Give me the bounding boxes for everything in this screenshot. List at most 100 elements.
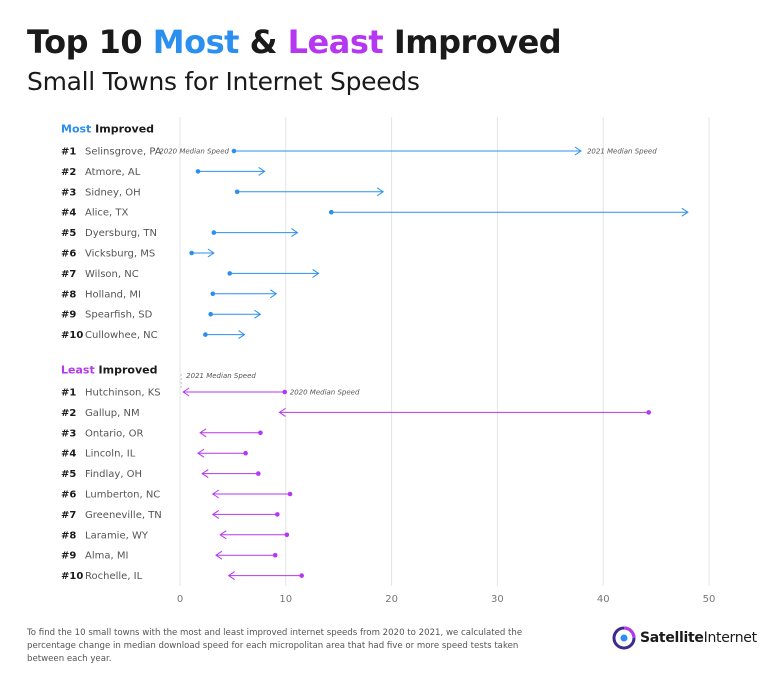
arrow-2021: [291, 228, 299, 238]
arrow-2021: [219, 530, 227, 540]
dot-2020: [208, 311, 213, 317]
arrow-2021: [312, 268, 320, 278]
page-title: Top 10 Most & Least Improved: [27, 22, 562, 62]
x-tick-label: 20: [385, 594, 398, 605]
dot-2020: [275, 512, 280, 517]
annotation-2021-label: 2021 Median Speed: [186, 372, 256, 380]
page-subtitle: Small Towns for Internet Speeds: [27, 67, 420, 96]
row-town-name: Alice, TX: [85, 208, 129, 219]
row-town-name: Alma, MI: [85, 551, 128, 562]
title-least: Least: [287, 23, 384, 61]
arrow-2021: [227, 571, 235, 581]
dot-2020: [284, 532, 290, 538]
row-rank: #2: [61, 408, 76, 419]
arrow-2021: [197, 448, 205, 458]
row-rank: #6: [61, 249, 76, 260]
arrow-2021: [258, 166, 266, 176]
dot-2020: [258, 430, 263, 436]
row-town-name: Wilson, NC: [85, 269, 139, 280]
dot-2020: [243, 450, 248, 456]
row-town-name: Rochelle, IL: [85, 571, 143, 582]
row-town-name: Cullowhee, NC: [85, 330, 158, 341]
dot-2020: [299, 573, 304, 578]
x-tick-label: 40: [597, 594, 610, 605]
arrow-2021: [215, 550, 223, 560]
row-rank: #7: [61, 510, 76, 521]
dot-2020: [231, 148, 237, 154]
arrow-2021: [199, 428, 207, 438]
annotation-2021-label: 2021 Median Speed: [587, 148, 657, 156]
x-tick-label: 30: [491, 594, 504, 605]
title-suffix: Improved: [393, 23, 562, 61]
row-rank: #3: [61, 187, 76, 198]
footnote: To find the 10 small towns with the most…: [27, 628, 523, 664]
x-tick-label: 50: [703, 594, 716, 605]
dumbbell-chart: 0 10 20 30 40 50 Most Improved #1 Selinsgrove, P…: [61, 117, 716, 605]
title-ampersand: &: [249, 23, 278, 61]
row-rank: #8: [61, 289, 76, 300]
dot-2020: [328, 209, 334, 215]
row-rank: #1: [61, 388, 76, 399]
row-town-name: Findlay, OH: [85, 469, 142, 480]
row-rank: #9: [61, 310, 76, 321]
row-town-name: Lincoln, IL: [85, 449, 136, 460]
row-town-name: Dyersburg, TN: [85, 228, 157, 239]
x-tick-label: 10: [279, 594, 292, 605]
row-town-name: Gallup, NM: [85, 408, 140, 419]
row-town-name: Lumberton, NC: [85, 490, 160, 501]
arrow-2021: [238, 330, 246, 340]
row-town-name: Laramie, WY: [85, 530, 149, 541]
dot-2020: [203, 332, 208, 337]
dot-2020: [255, 471, 261, 476]
row-rank: #4: [61, 449, 76, 460]
arrow-2021: [270, 289, 278, 299]
satellite-logo-icon: [612, 626, 636, 650]
brand-logo: SatelliteInternet: [612, 626, 757, 650]
row-rank: #1: [61, 147, 76, 158]
row-town-name: Greeneville, TN: [85, 510, 162, 521]
arrow-2021: [207, 248, 215, 258]
group-title-most: Most Improved: [61, 123, 154, 136]
annotation-2020-label: 2020 Median Speed: [290, 389, 360, 397]
arrow-2021: [201, 469, 209, 479]
annotation-2020-label: 2020 Median Speed: [159, 148, 229, 156]
dot-2020: [234, 189, 240, 195]
dot-2020: [195, 169, 201, 174]
row-town-name: Sidney, OH: [85, 187, 141, 198]
dot-2020: [227, 271, 233, 276]
dot-2020: [282, 389, 288, 395]
dot-2020: [287, 491, 293, 497]
row-rank: #10: [61, 571, 83, 582]
x-tick-label: 0: [177, 594, 183, 605]
arrow-2021: [211, 489, 220, 499]
arrow-2021: [254, 309, 262, 319]
row-rank: #4: [61, 208, 76, 219]
logo-text: SatelliteInternet: [640, 630, 757, 646]
logo-text-bold: Satellite: [640, 630, 704, 646]
arrow-2021: [681, 207, 689, 217]
arrow-2021: [376, 187, 385, 197]
row-rank: #6: [61, 490, 76, 501]
logo-text-rest: Internet: [703, 630, 758, 646]
title-most: Most: [152, 23, 240, 61]
arrow-2021: [278, 407, 286, 417]
row-town-name: Ontario, OR: [85, 428, 143, 439]
row-rank: #5: [61, 228, 76, 239]
row-town-name: Hutchinson, KS: [85, 388, 161, 399]
row-rank: #7: [61, 269, 76, 280]
row-town-name: Holland, MI: [85, 289, 141, 300]
dot-2020: [272, 552, 278, 558]
arrow-2021: [574, 146, 582, 156]
title-prefix: Top 10: [27, 23, 143, 61]
row-rank: #3: [61, 428, 76, 439]
arrow-2021: [182, 387, 190, 397]
arrow-2021: [211, 509, 220, 519]
row-rank: #8: [61, 530, 76, 541]
row-rank: #2: [61, 167, 76, 178]
row-town-name: Atmore, AL: [85, 167, 141, 178]
row-town-name: Vicksburg, MS: [85, 249, 155, 260]
row-town-name: Selinsgrove, PA: [85, 147, 162, 158]
dot-2020: [211, 230, 217, 235]
row-town-name: Spearfish, SD: [85, 310, 153, 321]
dot-2020: [646, 410, 651, 415]
